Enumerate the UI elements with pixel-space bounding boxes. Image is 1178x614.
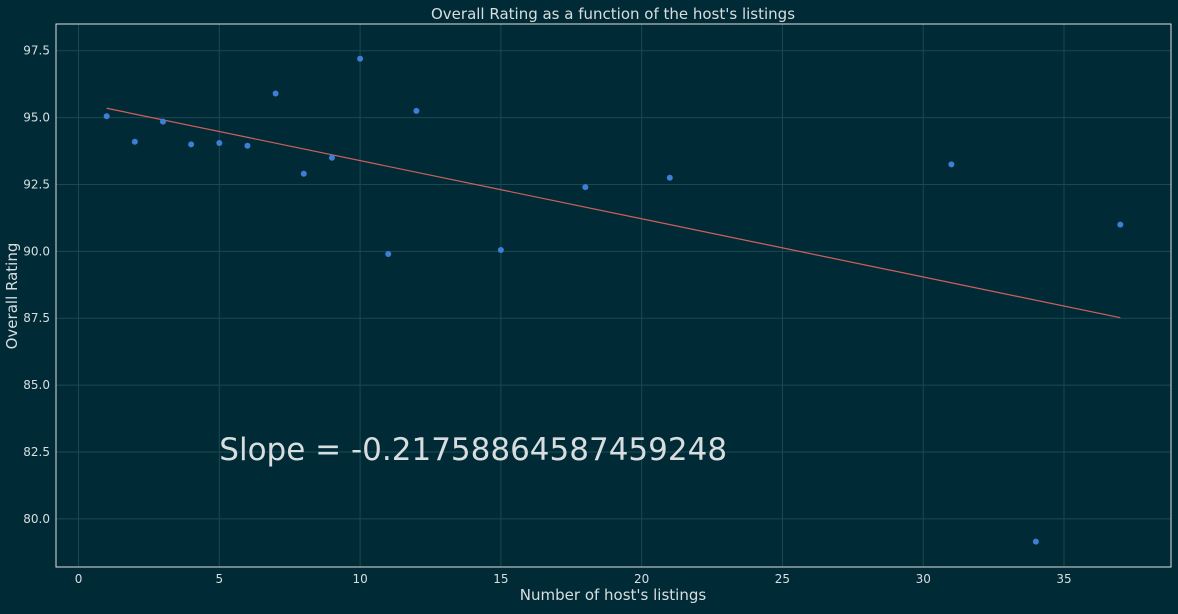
regression-line-layer bbox=[106, 107, 1121, 319]
data-point bbox=[244, 142, 251, 149]
data-point bbox=[272, 90, 279, 97]
y-tick-label: 97.5 bbox=[23, 44, 50, 58]
data-point bbox=[188, 141, 195, 148]
x-tick-label: 25 bbox=[775, 572, 790, 586]
data-point bbox=[413, 107, 420, 114]
x-tick-label: 10 bbox=[352, 572, 367, 586]
y-tick-label: 90.0 bbox=[23, 244, 50, 258]
x-tick-label: 20 bbox=[634, 572, 649, 586]
regression-line bbox=[106, 107, 1121, 319]
data-point bbox=[666, 174, 673, 181]
data-point bbox=[103, 113, 110, 120]
y-tick-label: 87.5 bbox=[23, 311, 50, 325]
data-point bbox=[948, 161, 955, 168]
data-point bbox=[1032, 538, 1039, 545]
data-point bbox=[385, 251, 392, 258]
plot-area-frame bbox=[55, 23, 1172, 568]
y-tick-label: 92.5 bbox=[23, 177, 50, 191]
y-axis-label: Overall Rating bbox=[3, 243, 21, 350]
y-tick-label: 82.5 bbox=[23, 445, 50, 459]
data-point bbox=[216, 140, 223, 147]
y-tick-label: 85.0 bbox=[23, 378, 50, 392]
data-point bbox=[582, 184, 589, 191]
data-point bbox=[357, 55, 364, 62]
data-point bbox=[159, 118, 166, 125]
data-point bbox=[300, 170, 307, 177]
x-tick-label: 0 bbox=[75, 572, 83, 586]
data-point bbox=[328, 154, 335, 161]
x-tick-label: 35 bbox=[1056, 572, 1071, 586]
x-tick-label: 15 bbox=[493, 572, 508, 586]
tick-labels: 0 5 10 15 20 25 30 35 80.0 82.5 85.0 87.5 90.0 92.5 95… bbox=[23, 44, 1071, 586]
chart-title: Overall Rating as a function of the host… bbox=[431, 5, 795, 23]
data-point bbox=[1117, 221, 1124, 228]
grid bbox=[56, 24, 1171, 567]
y-tick-label: 95.0 bbox=[23, 111, 50, 125]
data-points bbox=[103, 55, 1124, 545]
data-point bbox=[131, 138, 138, 145]
data-point bbox=[497, 247, 504, 254]
x-tick-label: 5 bbox=[215, 572, 223, 586]
x-axis-label: Number of host's listings bbox=[520, 586, 707, 604]
x-tick-label: 30 bbox=[916, 572, 931, 586]
slope-annotation: Slope = -0.21758864587459248 bbox=[219, 432, 727, 468]
y-tick-label: 80.0 bbox=[23, 512, 50, 526]
